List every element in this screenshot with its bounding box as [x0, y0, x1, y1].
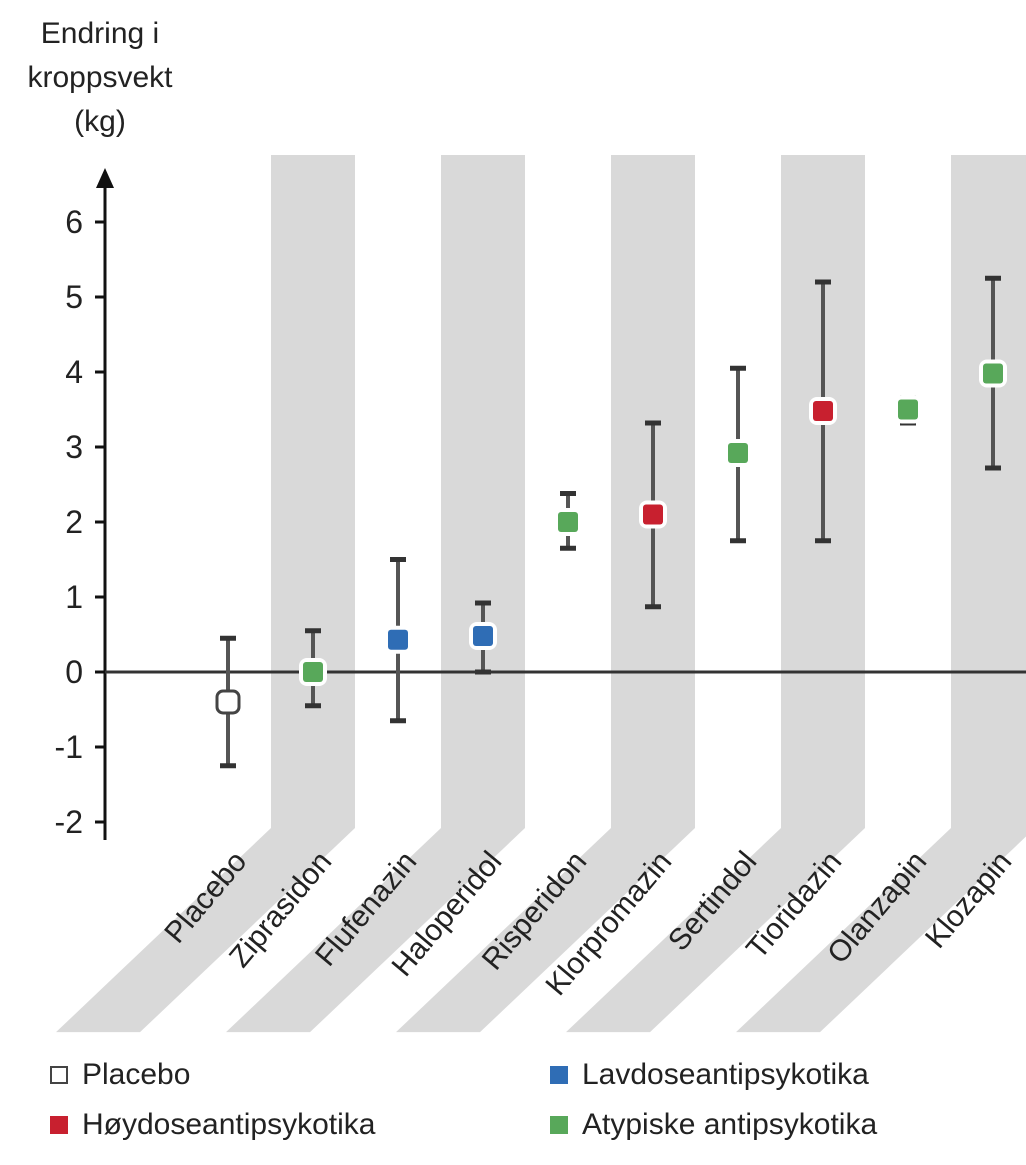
y-axis-title-line: (kg) — [74, 105, 126, 138]
y-tick-label: 0 — [65, 654, 83, 690]
legend-swatch — [50, 1116, 68, 1134]
y-axis-title-line: kroppsvekt — [27, 61, 173, 94]
category-band — [226, 155, 525, 1033]
data-point — [558, 512, 578, 532]
legend-label: Placebo — [82, 1058, 191, 1091]
data-point — [728, 443, 748, 463]
legend-item-lavdose: Lavdoseantipsykotika — [550, 1058, 869, 1092]
y-tick-label: 6 — [65, 204, 83, 240]
data-point — [473, 626, 493, 646]
legend-item-placebo: Placebo — [50, 1058, 190, 1092]
category-band — [736, 155, 1026, 1033]
y-axis-title-line: Endring i — [40, 17, 160, 50]
data-point — [388, 629, 408, 650]
category-band — [566, 155, 865, 1033]
data-point — [643, 504, 663, 525]
y-axis-title: Endring i kroppsvekt (kg) — [10, 12, 190, 144]
legend-item-atypiske: Atypiske antipsykotika — [550, 1108, 877, 1142]
legend-swatch — [550, 1116, 568, 1134]
y-tick-label: 5 — [65, 279, 83, 315]
data-point — [813, 401, 833, 421]
legend-label: Atypiske antipsykotika — [582, 1108, 878, 1141]
data-point — [303, 662, 323, 682]
y-axis-arrow — [96, 168, 114, 188]
category-band — [396, 155, 695, 1033]
y-tick-label: -1 — [55, 729, 83, 765]
legend-item-hoydose: Høydoseantipsykotika — [50, 1108, 375, 1142]
y-tick-label: -2 — [55, 804, 83, 840]
data-point — [898, 399, 918, 420]
legend-swatch — [50, 1066, 68, 1084]
data-point — [983, 363, 1003, 384]
legend-label: Lavdoseantipsykotika — [582, 1058, 869, 1091]
legend: Placebo Lavdoseantipsykotika Høydoseanti… — [50, 1058, 1010, 1158]
category-band — [56, 155, 355, 1033]
plot-area: 6543210-1-2PlaceboZiprasidonFlufenazinHa… — [55, 155, 1026, 1033]
legend-label: Høydoseantipsykotika — [82, 1108, 376, 1141]
data-point — [215, 689, 241, 715]
y-tick-label: 3 — [65, 429, 83, 465]
y-tick-label: 1 — [65, 579, 83, 615]
y-tick-label: 2 — [65, 504, 83, 540]
y-tick-label: 4 — [65, 354, 83, 390]
legend-swatch — [550, 1066, 568, 1084]
